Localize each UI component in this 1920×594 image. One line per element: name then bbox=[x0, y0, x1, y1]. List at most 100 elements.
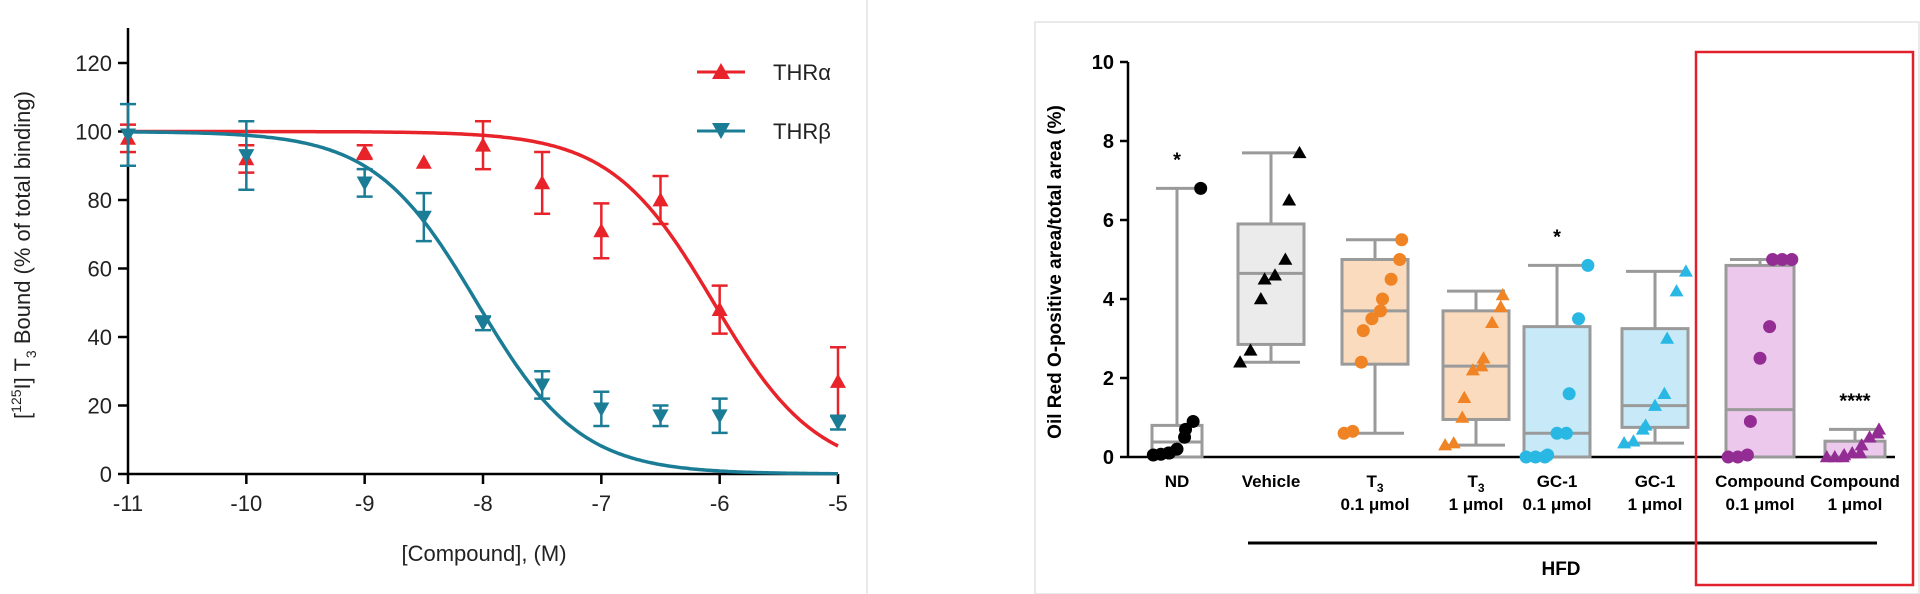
category-label: ND bbox=[1165, 472, 1190, 491]
marker bbox=[356, 144, 373, 159]
data-triangle bbox=[1233, 355, 1248, 368]
data-triangle bbox=[1257, 272, 1272, 285]
data-point-beta bbox=[534, 370, 551, 400]
category-label: T3 bbox=[1467, 472, 1484, 495]
data-triangle bbox=[1854, 438, 1869, 451]
data-point-alpha bbox=[415, 154, 432, 169]
data-dot bbox=[1186, 414, 1200, 428]
category-label: Vehicle bbox=[1242, 472, 1301, 491]
data-point-beta bbox=[652, 404, 669, 428]
x-axis-label: [Compound], (M) bbox=[401, 541, 566, 566]
data-triangle bbox=[1678, 264, 1693, 277]
data-dot bbox=[1775, 253, 1789, 266]
category-label: Compound bbox=[1715, 472, 1805, 491]
data-point-alpha bbox=[830, 346, 846, 418]
marker bbox=[711, 409, 728, 424]
data-triangle bbox=[1474, 359, 1489, 372]
category-dose-label: 1 μmol bbox=[1449, 495, 1504, 514]
box-group bbox=[1721, 253, 1799, 464]
x-tick-label: -6 bbox=[710, 491, 730, 516]
marker bbox=[475, 316, 491, 332]
marker bbox=[830, 373, 846, 388]
category-dose-label: 0.1 μmol bbox=[1726, 495, 1795, 514]
data-dot bbox=[1393, 253, 1407, 266]
binding-curve-chart: 0 20 40 60 80 100 120 -11 -10 -9 -8 -7 -6 -5 THRα THR… bbox=[8, 28, 848, 566]
category-label: Compound bbox=[1810, 472, 1900, 491]
data-triangle bbox=[1292, 145, 1307, 159]
marker bbox=[534, 174, 551, 190]
data-point-alpha bbox=[534, 150, 551, 215]
data-triangle bbox=[1638, 418, 1653, 431]
y-tick-label: 60 bbox=[88, 257, 112, 282]
right-y-tick-label: 0 bbox=[1103, 447, 1114, 469]
marker bbox=[593, 222, 610, 238]
data-triangle bbox=[1278, 252, 1293, 265]
marker bbox=[238, 149, 255, 164]
data-triangle bbox=[1862, 430, 1877, 443]
category-label-main: T bbox=[1467, 472, 1478, 491]
marker bbox=[415, 210, 432, 226]
data-dot bbox=[1785, 253, 1799, 266]
x-tick-label: -5 bbox=[828, 491, 848, 516]
x-tick-label: -7 bbox=[592, 491, 612, 516]
y-tick-label: 20 bbox=[88, 394, 112, 419]
data-triangle bbox=[1465, 363, 1480, 376]
data-triangle bbox=[1485, 315, 1500, 328]
marker bbox=[711, 301, 728, 316]
x-tick-label: -11 bbox=[113, 491, 143, 516]
data-point-beta bbox=[356, 167, 373, 198]
category-label-sub: 3 bbox=[1478, 481, 1485, 495]
data-triangle bbox=[1872, 422, 1886, 435]
data-point-beta bbox=[830, 414, 846, 431]
category-label-main: Compound bbox=[1810, 472, 1900, 491]
category-label-sub: 3 bbox=[1377, 481, 1384, 495]
data-point-alpha bbox=[652, 174, 669, 226]
hfd-label: HFD bbox=[1541, 559, 1580, 580]
data-point-alpha bbox=[593, 202, 610, 260]
data-dot bbox=[1721, 450, 1735, 464]
category-dose-label: 0.1 μmol bbox=[1341, 495, 1410, 514]
y-label-open: [ bbox=[10, 413, 35, 419]
box-plots: ****** bbox=[1146, 145, 1887, 464]
data-dot bbox=[1170, 442, 1184, 456]
legend-alpha-marker bbox=[712, 63, 730, 79]
fit-curve-beta bbox=[128, 130, 838, 476]
box-group: * bbox=[1519, 226, 1595, 464]
category-label-main: Compound bbox=[1715, 472, 1805, 491]
right-y-tick-label: 6 bbox=[1103, 210, 1114, 232]
data-point-beta bbox=[711, 397, 728, 435]
marker bbox=[356, 176, 373, 191]
significance-mark: * bbox=[1553, 226, 1561, 248]
category-label-main: GC-1 bbox=[1537, 472, 1578, 491]
data-dot bbox=[1528, 450, 1542, 464]
data-dot bbox=[1374, 304, 1387, 318]
y-tick-label: 40 bbox=[88, 325, 112, 350]
marker bbox=[415, 154, 432, 169]
category-label: T3 bbox=[1366, 472, 1383, 495]
box-group bbox=[1337, 233, 1410, 440]
data-triangle bbox=[1657, 386, 1672, 400]
data-point-alpha bbox=[475, 119, 491, 171]
y-tick-label: 80 bbox=[88, 188, 112, 213]
legend-beta-label: THRβ bbox=[773, 119, 831, 144]
data-dot bbox=[1365, 312, 1379, 326]
marker bbox=[652, 409, 669, 424]
right-y-axis-label: Oil Red O-positive area/total area (%) bbox=[1045, 105, 1066, 439]
data-dot bbox=[1519, 450, 1533, 464]
data-dot bbox=[1346, 424, 1360, 438]
data-point-alpha bbox=[711, 284, 728, 335]
data-dot bbox=[1354, 355, 1368, 369]
x-tick-label: -9 bbox=[355, 491, 375, 516]
category-dose-label: 0.1 μmol bbox=[1523, 495, 1592, 514]
data-dot bbox=[1384, 272, 1398, 286]
marker bbox=[534, 378, 551, 393]
right-y-tick-label: 8 bbox=[1103, 131, 1114, 153]
category-dose-label: 1 μmol bbox=[1628, 495, 1683, 514]
data-triangle bbox=[1626, 434, 1641, 447]
data-triangle bbox=[1476, 351, 1491, 364]
data-dot bbox=[1743, 414, 1757, 428]
x-tick-label: -8 bbox=[473, 491, 493, 516]
fit-curve-alpha bbox=[128, 129, 839, 448]
